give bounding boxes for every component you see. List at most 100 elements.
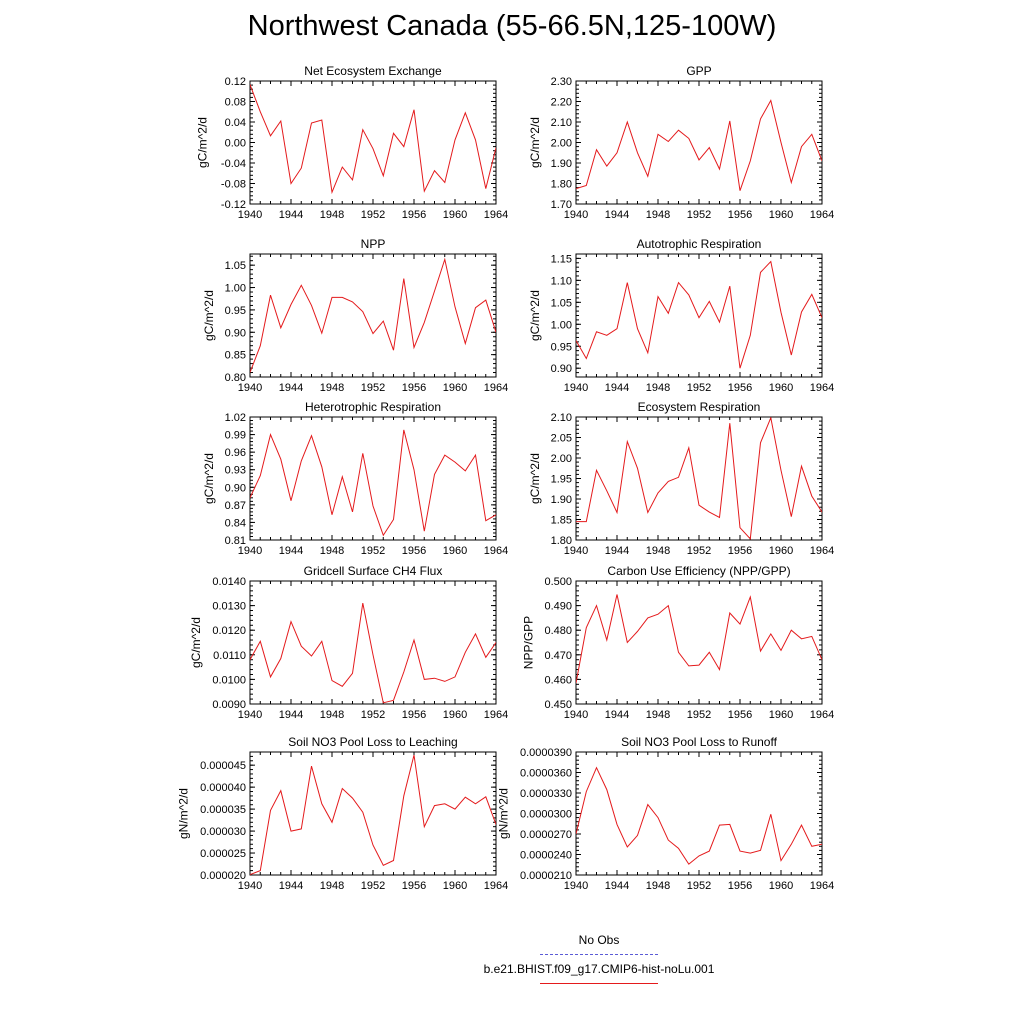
panel-4: Autotrophic Respiration 1940 1944 1948 1952 1… bbox=[528, 237, 834, 394]
panel-10: Soil NO3 Pool Loss to Runoff 1940 1944 1948… bbox=[496, 735, 834, 892]
x-tick-label: 1948 bbox=[320, 209, 344, 221]
x-tick-label: 1948 bbox=[646, 545, 670, 557]
x-tick-label: 1952 bbox=[687, 880, 711, 892]
x-tick-label: 1952 bbox=[687, 545, 711, 557]
x-tick-label: 1960 bbox=[769, 382, 793, 394]
x-tick-label: 1940 bbox=[564, 382, 588, 394]
x-tick-label: 1940 bbox=[564, 709, 588, 721]
series-line bbox=[250, 257, 496, 373]
y-tick-label: 2.10 bbox=[551, 117, 572, 129]
y-axis-label: gC/m^2/d bbox=[202, 290, 216, 341]
panel-8: Carbon Use Efficiency (NPP/GPP) 1940 1944 1… bbox=[522, 564, 835, 721]
panel-6: Ecosystem Respiration 1940 1944 1948 1952 195… bbox=[528, 400, 834, 557]
y-tick-label: -0.04 bbox=[221, 158, 246, 170]
y-tick-label: 0.000035 bbox=[200, 804, 246, 816]
y-tick-label: 1.10 bbox=[551, 275, 572, 287]
x-tick-label: 1948 bbox=[320, 382, 344, 394]
x-tick-label: 1964 bbox=[484, 209, 508, 221]
y-tick-label: 0.95 bbox=[551, 341, 572, 353]
legend-label-no-obs: No Obs bbox=[578, 933, 620, 947]
x-tick-label: 1964 bbox=[810, 545, 834, 557]
panel-9: Soil NO3 Pool Loss to Leaching 1940 1944 19… bbox=[177, 735, 509, 892]
panel-title: Carbon Use Efficiency (NPP/GPP) bbox=[607, 564, 790, 578]
x-tick-label: 1964 bbox=[810, 880, 834, 892]
y-tick-label: 0.0100 bbox=[212, 674, 246, 686]
y-axis-label: gN/m^2/d bbox=[177, 788, 191, 839]
panel-title: Heterotrophic Respiration bbox=[305, 400, 441, 414]
x-tick-label: 1956 bbox=[728, 209, 752, 221]
y-tick-label: 0.0000330 bbox=[520, 788, 572, 800]
x-tick-label: 1948 bbox=[320, 545, 344, 557]
y-tick-label: 2.20 bbox=[551, 97, 572, 109]
y-axis-label: gC/m^2/d bbox=[528, 453, 542, 504]
x-tick-label: 1944 bbox=[279, 709, 303, 721]
x-tick-label: 1940 bbox=[238, 209, 262, 221]
y-tick-label: 0.0000210 bbox=[520, 870, 572, 882]
y-axis-label: gC/m^2/d bbox=[196, 117, 210, 168]
y-tick-label: 1.90 bbox=[551, 494, 572, 506]
panel-title: GPP bbox=[686, 64, 711, 78]
plot-frame bbox=[249, 80, 497, 205]
x-tick-label: 1948 bbox=[320, 709, 344, 721]
y-tick-label: 1.00 bbox=[225, 283, 246, 295]
y-tick-label: 1.80 bbox=[551, 179, 572, 191]
x-tick-label: 1960 bbox=[443, 382, 467, 394]
y-tick-label: 2.00 bbox=[551, 138, 572, 150]
y-tick-label: 0.0140 bbox=[212, 576, 246, 588]
y-tick-label: 1.95 bbox=[551, 474, 572, 486]
x-tick-label: 1960 bbox=[769, 709, 793, 721]
y-tick-label: 0.96 bbox=[225, 447, 246, 459]
legend-line-no-obs bbox=[540, 954, 658, 955]
x-tick-label: 1956 bbox=[402, 545, 426, 557]
x-tick-label: 1964 bbox=[484, 382, 508, 394]
panel-7: Gridcell Surface CH4 Flux 1940 1944 1948 195… bbox=[189, 564, 508, 721]
x-tick-label: 1960 bbox=[769, 880, 793, 892]
x-tick-label: 1944 bbox=[605, 880, 629, 892]
x-tick-label: 1952 bbox=[361, 209, 385, 221]
y-tick-label: 1.02 bbox=[225, 412, 246, 424]
x-tick-label: 1964 bbox=[484, 880, 508, 892]
x-tick-label: 1944 bbox=[279, 545, 303, 557]
y-tick-label: -0.08 bbox=[221, 179, 246, 191]
y-tick-label: 0.93 bbox=[225, 465, 246, 477]
x-tick-label: 1952 bbox=[687, 709, 711, 721]
y-tick-label: 0.0000390 bbox=[520, 747, 572, 759]
y-tick-label: 0.0110 bbox=[213, 650, 246, 662]
series-line bbox=[250, 84, 496, 195]
legend-label-model-run: b.e21.BHIST.f09_g17.CMIP6-hist-noLu.001 bbox=[483, 962, 715, 976]
y-tick-label: 0.450 bbox=[544, 699, 572, 711]
y-tick-label: 0.0000360 bbox=[520, 768, 572, 780]
y-axis-label: gC/m^2/d bbox=[528, 117, 542, 168]
x-tick-label: 1940 bbox=[238, 709, 262, 721]
x-tick-label: 1960 bbox=[443, 545, 467, 557]
series-line bbox=[250, 603, 496, 704]
plot-frame bbox=[249, 416, 497, 541]
x-tick-label: 1944 bbox=[605, 709, 629, 721]
x-tick-label: 1948 bbox=[320, 880, 344, 892]
x-tick-label: 1964 bbox=[810, 382, 834, 394]
y-tick-label: 2.30 bbox=[551, 76, 572, 88]
y-tick-label: 0.08 bbox=[225, 97, 246, 109]
plot-frame bbox=[249, 253, 497, 378]
y-tick-label: 1.70 bbox=[551, 199, 572, 211]
x-tick-label: 1956 bbox=[728, 709, 752, 721]
y-tick-label: 0.0000240 bbox=[520, 850, 572, 862]
y-tick-label: 0.000025 bbox=[200, 848, 246, 860]
x-tick-label: 1944 bbox=[279, 209, 303, 221]
x-tick-label: 1948 bbox=[646, 709, 670, 721]
y-tick-label: 0.99 bbox=[225, 430, 246, 442]
x-tick-label: 1956 bbox=[402, 382, 426, 394]
x-tick-label: 1960 bbox=[443, 880, 467, 892]
x-tick-label: 1956 bbox=[402, 709, 426, 721]
y-axis-label: gC/m^2/d bbox=[528, 290, 542, 341]
y-tick-label: 0.00 bbox=[225, 138, 246, 150]
y-tick-label: -0.12 bbox=[221, 199, 246, 211]
panel-2: GPP 1940 1944 1948 1952 1956 1960 1964 1.70 1.80 1… bbox=[528, 64, 834, 221]
plot-frame bbox=[575, 416, 823, 541]
x-tick-label: 1940 bbox=[238, 382, 262, 394]
x-tick-label: 1952 bbox=[361, 880, 385, 892]
y-tick-label: 2.10 bbox=[551, 412, 572, 424]
x-tick-label: 1956 bbox=[728, 545, 752, 557]
panel-title: Soil NO3 Pool Loss to Runoff bbox=[621, 735, 778, 749]
series-line bbox=[576, 417, 822, 540]
